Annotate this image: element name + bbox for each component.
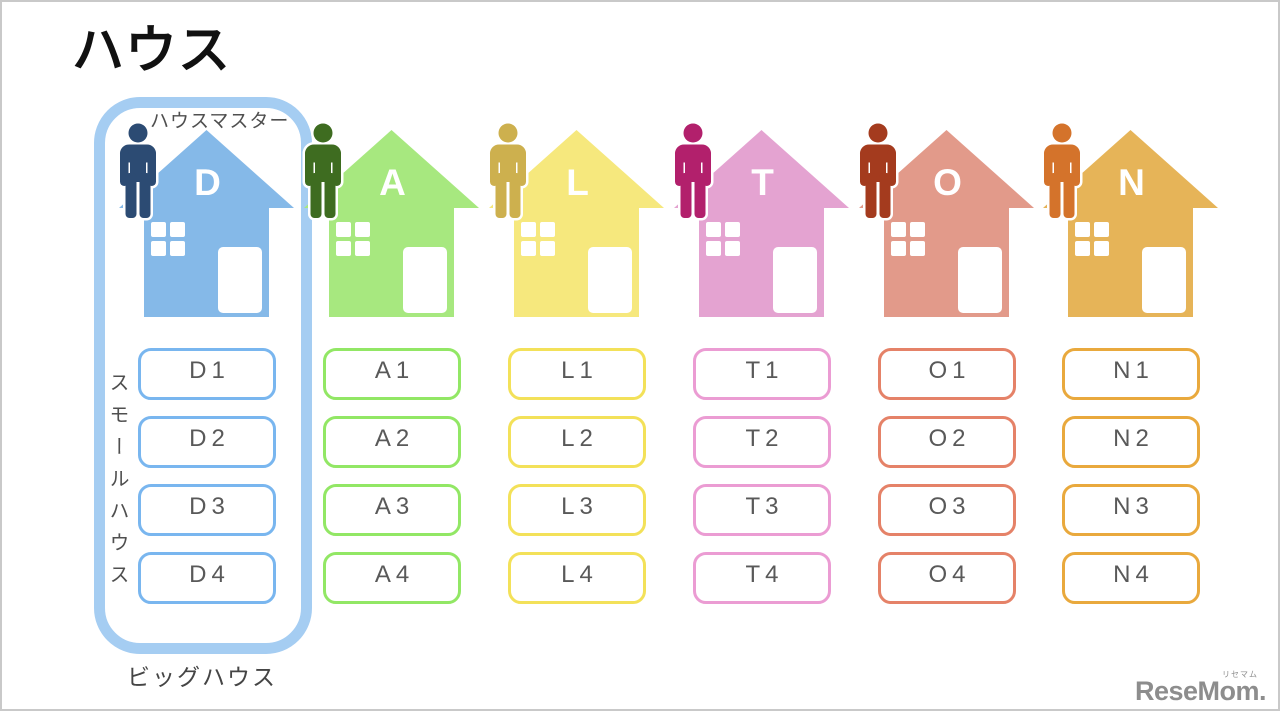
house-master-label: ハウスマスター: [150, 111, 290, 132]
big-house-outline: [94, 97, 312, 654]
room-label: L1: [561, 357, 598, 384]
room-box: O2: [878, 416, 1016, 468]
resemom-logo: リセマム ReseMom.: [1134, 670, 1267, 707]
room-box: T2: [693, 416, 831, 468]
house-letter: D: [194, 162, 222, 203]
person-icon: [668, 123, 718, 223]
room-box: O3: [878, 484, 1016, 536]
room-box: T3: [693, 484, 831, 536]
room-box: A3: [323, 484, 461, 536]
room-label: T1: [745, 357, 784, 384]
page-title: ハウス: [72, 22, 232, 80]
room-box: L3: [508, 484, 646, 536]
room-label: O3: [928, 493, 971, 520]
room-label: A1: [374, 357, 415, 384]
room-box: A1: [323, 348, 461, 400]
room-label: L3: [561, 493, 598, 520]
house-icon: A: [304, 130, 479, 317]
room-box: D4: [138, 552, 276, 604]
room-label: A3: [374, 493, 415, 520]
room-list: A1 A2 A3 A4: [323, 348, 461, 604]
small-house-label: スモールハウス: [106, 372, 128, 596]
person-icon: [1037, 123, 1087, 223]
house-icon: N: [1043, 130, 1218, 317]
room-label: O4: [928, 561, 971, 588]
room-label: O2: [928, 425, 971, 452]
room-label: D1: [189, 357, 230, 384]
room-box: N2: [1062, 416, 1200, 468]
person-icon: [853, 123, 903, 223]
room-label: L2: [561, 425, 598, 452]
room-box: L1: [508, 348, 646, 400]
room-label: O1: [928, 357, 971, 384]
room-list: N1 N2 N3 N4: [1062, 348, 1200, 604]
big-house-label: ビッグハウス: [127, 664, 277, 690]
house-letter: T: [751, 162, 775, 203]
room-box: D3: [138, 484, 276, 536]
room-label: A2: [374, 425, 415, 452]
room-list: D1 D2 D3 D4: [138, 348, 276, 604]
house-icon: L: [489, 130, 664, 317]
house-icon: T: [674, 130, 849, 317]
room-label: A4: [374, 561, 415, 588]
room-list: L1 L2 L3 L4: [508, 348, 646, 604]
room-box: N1: [1062, 348, 1200, 400]
room-box: A4: [323, 552, 461, 604]
room-box: T1: [693, 348, 831, 400]
room-box: O1: [878, 348, 1016, 400]
room-box: O4: [878, 552, 1016, 604]
room-box: D1: [138, 348, 276, 400]
house-column-a: A A1 A2 A3 A4: [299, 0, 485, 711]
room-label: T2: [745, 425, 784, 452]
house-letter: L: [566, 162, 590, 203]
house-column-l: L L1 L2 L3 L4: [484, 0, 670, 711]
house-icon: O: [859, 130, 1034, 317]
person-icon: [483, 123, 533, 223]
room-label: N2: [1113, 425, 1154, 452]
room-label: N4: [1113, 561, 1154, 588]
room-box: N3: [1062, 484, 1200, 536]
room-label: D2: [189, 425, 230, 452]
resemom-logo-ruby: リセマム: [1222, 670, 1258, 679]
house-column-o: O O1 O2 O3 O4: [854, 0, 1040, 711]
room-label: T4: [745, 561, 784, 588]
house-letter: N: [1118, 162, 1146, 203]
room-label: D4: [189, 561, 230, 588]
room-label: L4: [561, 561, 598, 588]
house-letter: A: [379, 162, 407, 203]
room-label: N1: [1113, 357, 1154, 384]
room-box: L2: [508, 416, 646, 468]
house-column-n: N N1 N2 N3 N4: [1038, 0, 1224, 711]
room-label: N3: [1113, 493, 1154, 520]
room-label: D3: [189, 493, 230, 520]
room-box: L4: [508, 552, 646, 604]
resemom-logo-text: ReseMom.: [1134, 676, 1267, 706]
room-label: T3: [745, 493, 784, 520]
person-icon: [298, 123, 348, 223]
house-column-t: T T1 T2 T3 T4: [669, 0, 855, 711]
person-icon: [113, 123, 163, 223]
room-box: T4: [693, 552, 831, 604]
room-box: D2: [138, 416, 276, 468]
room-box: A2: [323, 416, 461, 468]
room-box: N4: [1062, 552, 1200, 604]
house-letter: O: [933, 162, 963, 203]
room-list: T1 T2 T3 T4: [693, 348, 831, 604]
room-list: O1 O2 O3 O4: [878, 348, 1016, 604]
house-column-d: D D1 D2 D3 D4: [114, 0, 300, 711]
house-icon: D: [119, 130, 294, 317]
